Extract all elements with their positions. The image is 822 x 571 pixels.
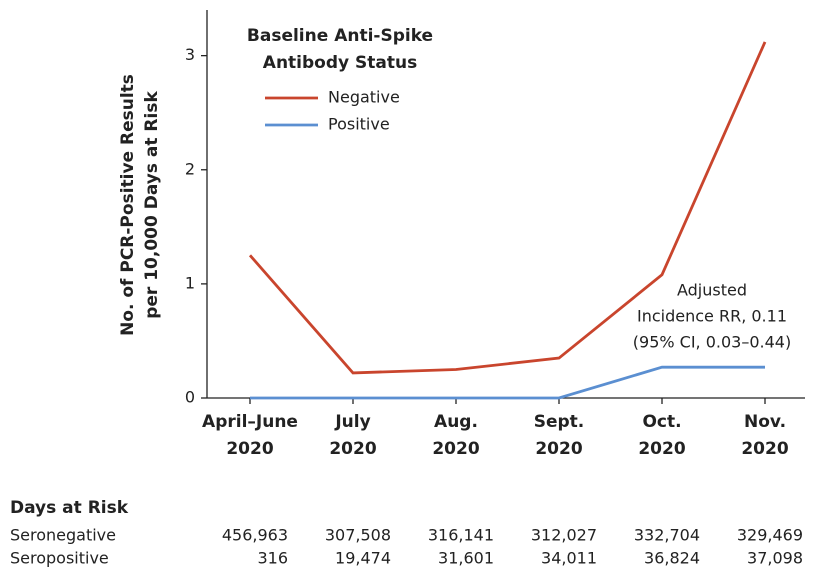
legend-label: Negative [328, 88, 400, 107]
table-cell: 37,098 [747, 549, 803, 568]
table-cell: 456,963 [222, 526, 288, 545]
x-tick-label: 2020 [638, 439, 685, 459]
legend-title: Baseline Anti-Spike [247, 26, 433, 46]
table-cell: 329,469 [737, 526, 803, 545]
x-tick-label: April–June [202, 412, 298, 432]
annotation: Adjusted [677, 281, 747, 300]
table-title: Days at Risk [10, 498, 129, 518]
x-tick-label: 2020 [226, 439, 273, 459]
x-tick-label: Nov. [744, 412, 786, 432]
x-tick-label: Sept. [534, 412, 585, 432]
legend-label: Positive [328, 115, 390, 134]
x-tick-label: Oct. [642, 412, 681, 432]
table-cell: 19,474 [335, 549, 391, 568]
x-tick-label: 2020 [329, 439, 376, 459]
table-cell: 316 [257, 549, 288, 568]
table-cell: 31,601 [438, 549, 494, 568]
row-label: Seronegative [10, 526, 116, 545]
table-cell: 316,141 [428, 526, 494, 545]
x-tick-label: July [334, 412, 370, 432]
annotation: Incidence RR, 0.11 [637, 307, 787, 326]
y-axis-label: No. of PCR-Positive Results per 10,000 Da… [118, 74, 162, 336]
x-tick-label: 2020 [432, 439, 479, 459]
legend-title: Antibody Status [263, 53, 417, 73]
table-cell: 332,704 [634, 526, 700, 545]
y-tick-label: 2 [185, 159, 195, 178]
y-axis-label-line: No. of PCR-Positive Results [118, 74, 138, 336]
annotation: (95% CI, 0.03–0.44) [633, 333, 791, 352]
table-cell: 36,824 [644, 549, 700, 568]
series-line [248, 41, 767, 375]
x-tick-label: Aug. [434, 412, 478, 432]
table-cell: 307,508 [325, 526, 391, 545]
series-line [250, 365, 765, 400]
table-cell: 34,011 [541, 549, 597, 568]
y-tick-label: 1 [185, 273, 195, 292]
y-tick-label: 3 [185, 45, 195, 64]
x-tick-label: 2020 [741, 439, 788, 459]
y-tick-label: 0 [185, 388, 195, 407]
y-axis-label-line: per 10,000 Days at Risk [142, 91, 162, 319]
table-cell: 312,027 [531, 526, 597, 545]
x-tick-label: 2020 [535, 439, 582, 459]
row-label: Seropositive [10, 549, 109, 568]
